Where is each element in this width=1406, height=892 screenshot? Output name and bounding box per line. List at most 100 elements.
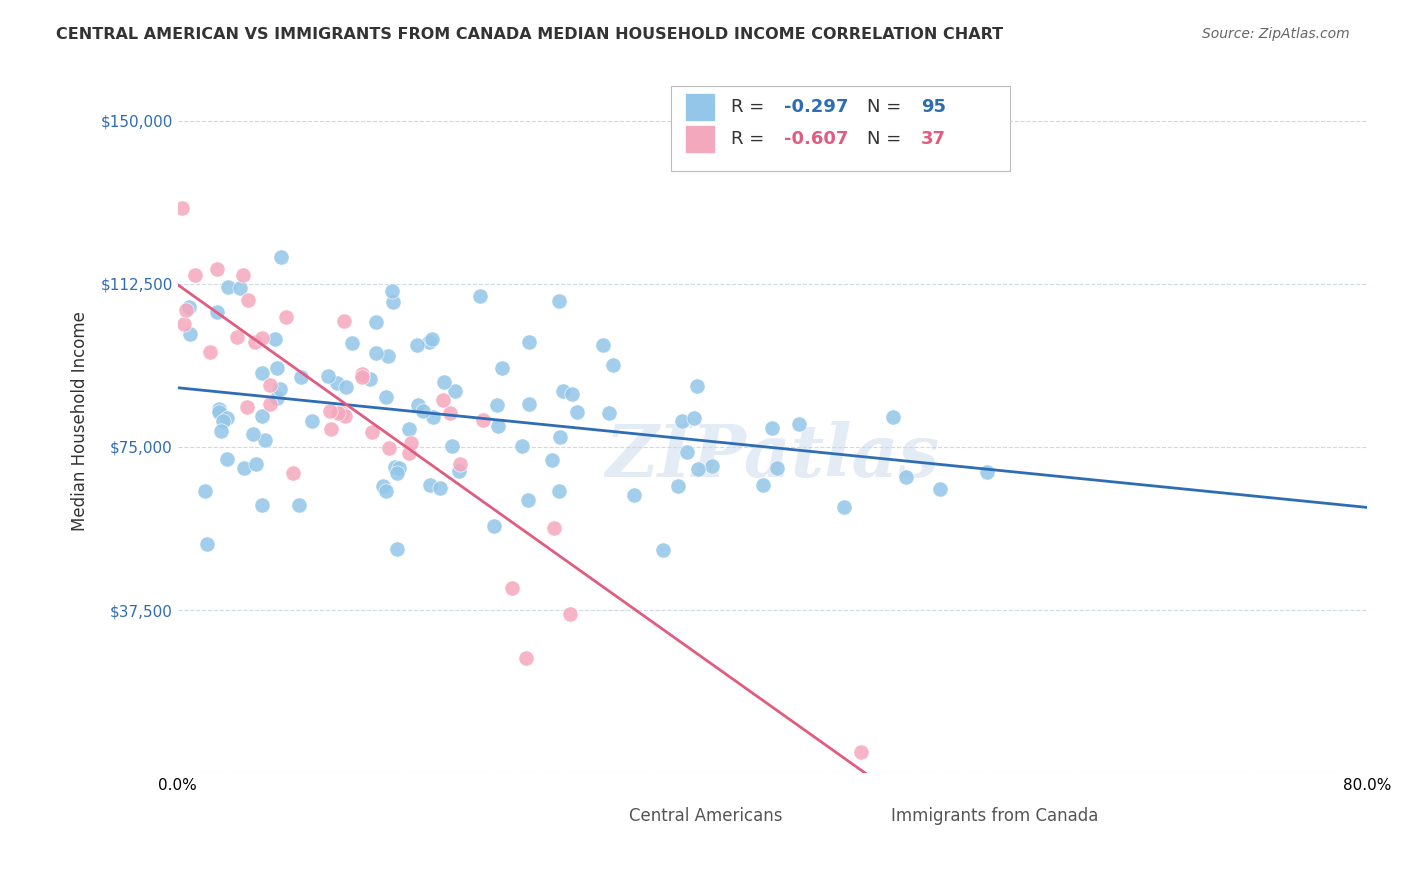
Text: -0.297: -0.297 xyxy=(785,98,848,116)
Point xyxy=(333,313,356,327)
Point xyxy=(439,406,461,420)
Point xyxy=(702,459,724,474)
Point xyxy=(229,281,252,295)
Text: CENTRAL AMERICAN VS IMMIGRANTS FROM CANADA MEDIAN HOUSEHOLD INCOME CORRELATION C: CENTRAL AMERICAN VS IMMIGRANTS FROM CANA… xyxy=(56,27,1004,42)
Point xyxy=(422,409,444,424)
Point xyxy=(752,478,775,492)
Point xyxy=(666,479,689,493)
Point xyxy=(375,391,398,405)
Point xyxy=(263,332,285,346)
Point xyxy=(250,366,273,380)
Point xyxy=(515,651,537,665)
Point xyxy=(205,262,228,277)
Point xyxy=(470,289,492,303)
Point xyxy=(330,406,353,420)
Point xyxy=(250,409,273,423)
FancyBboxPatch shape xyxy=(564,805,612,826)
Point xyxy=(301,414,323,428)
FancyBboxPatch shape xyxy=(685,93,716,121)
Point xyxy=(548,430,571,444)
Point xyxy=(398,422,420,436)
Point xyxy=(377,441,399,455)
Point xyxy=(350,370,373,384)
Point xyxy=(406,398,429,412)
Point xyxy=(381,284,404,298)
Point xyxy=(318,403,340,417)
Text: Immigrants from Canada: Immigrants from Canada xyxy=(891,806,1098,824)
Point xyxy=(976,465,998,479)
Point xyxy=(194,484,217,499)
Point xyxy=(174,302,197,317)
Point xyxy=(420,333,443,347)
Point xyxy=(242,427,264,442)
Text: Central Americans: Central Americans xyxy=(630,806,783,824)
Text: R =: R = xyxy=(731,130,769,148)
Point xyxy=(471,413,494,427)
Point xyxy=(686,379,709,393)
Point xyxy=(440,439,463,453)
Point xyxy=(254,434,277,448)
Point xyxy=(419,477,441,491)
Point xyxy=(225,330,247,344)
Point xyxy=(486,418,509,433)
Point xyxy=(548,484,571,499)
FancyBboxPatch shape xyxy=(685,125,716,153)
Point xyxy=(602,358,624,372)
Point xyxy=(832,500,855,515)
Point xyxy=(412,404,434,418)
Text: ZIPatlas: ZIPatlas xyxy=(605,421,939,491)
Point xyxy=(377,350,399,364)
Point xyxy=(238,293,260,308)
Point xyxy=(517,334,540,349)
Point xyxy=(208,401,231,416)
Point xyxy=(316,368,339,383)
Point xyxy=(787,417,810,431)
Point xyxy=(429,481,451,495)
Point xyxy=(382,294,405,309)
Point xyxy=(290,370,312,384)
Text: 95: 95 xyxy=(921,98,946,116)
Point xyxy=(208,405,231,419)
Point xyxy=(233,460,256,475)
Point xyxy=(486,398,509,412)
Point xyxy=(266,360,288,375)
Point xyxy=(375,484,398,499)
Point xyxy=(328,405,350,419)
Point xyxy=(766,460,789,475)
Point xyxy=(236,400,259,414)
Point xyxy=(592,338,614,352)
Point xyxy=(198,344,221,359)
Text: N =: N = xyxy=(868,98,907,116)
Point xyxy=(551,384,574,398)
Point xyxy=(270,250,292,264)
Point xyxy=(243,334,266,349)
Point xyxy=(276,310,298,325)
Text: 37: 37 xyxy=(921,130,946,148)
Point xyxy=(259,378,281,392)
Point xyxy=(364,345,387,359)
Point xyxy=(623,488,645,502)
Point xyxy=(195,537,218,551)
Text: -0.607: -0.607 xyxy=(785,130,848,148)
Point xyxy=(179,327,201,342)
Point xyxy=(173,317,195,331)
Y-axis label: Median Household Income: Median Household Income xyxy=(72,311,89,531)
FancyBboxPatch shape xyxy=(671,87,1010,170)
Point xyxy=(384,459,406,474)
Point xyxy=(385,542,408,557)
Point xyxy=(217,280,239,294)
Point xyxy=(510,439,533,453)
Point xyxy=(364,315,387,329)
Point xyxy=(205,304,228,318)
Point xyxy=(398,446,420,460)
Point xyxy=(350,367,373,381)
Point xyxy=(288,498,311,512)
Point xyxy=(359,371,381,385)
Point xyxy=(761,421,783,435)
Point xyxy=(177,300,200,314)
Point xyxy=(184,268,207,283)
Point xyxy=(319,422,342,436)
Point xyxy=(894,470,917,484)
Point xyxy=(548,293,571,308)
Point xyxy=(209,424,232,438)
